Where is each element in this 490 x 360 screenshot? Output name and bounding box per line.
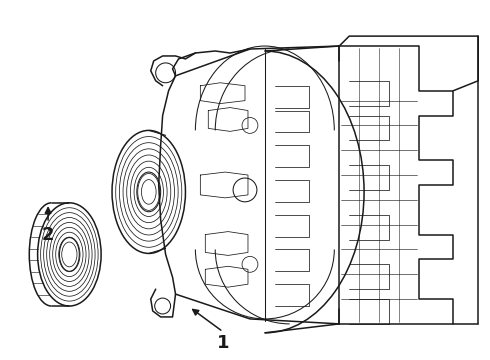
Text: 2: 2 bbox=[42, 226, 54, 244]
Text: 1: 1 bbox=[217, 333, 229, 351]
